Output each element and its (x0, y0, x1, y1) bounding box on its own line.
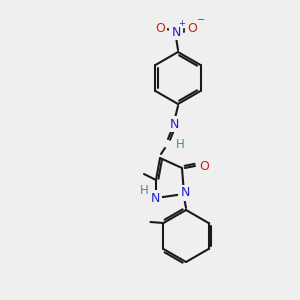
Text: N: N (150, 191, 160, 205)
Text: O: O (155, 22, 165, 34)
Text: O: O (199, 160, 209, 172)
Text: H: H (140, 184, 148, 197)
Text: −: − (197, 15, 205, 25)
Text: N: N (171, 26, 181, 38)
Text: +: + (178, 20, 185, 28)
Text: H: H (176, 137, 184, 151)
Text: O: O (187, 22, 197, 34)
Text: N: N (180, 187, 190, 200)
Text: N: N (169, 118, 179, 130)
